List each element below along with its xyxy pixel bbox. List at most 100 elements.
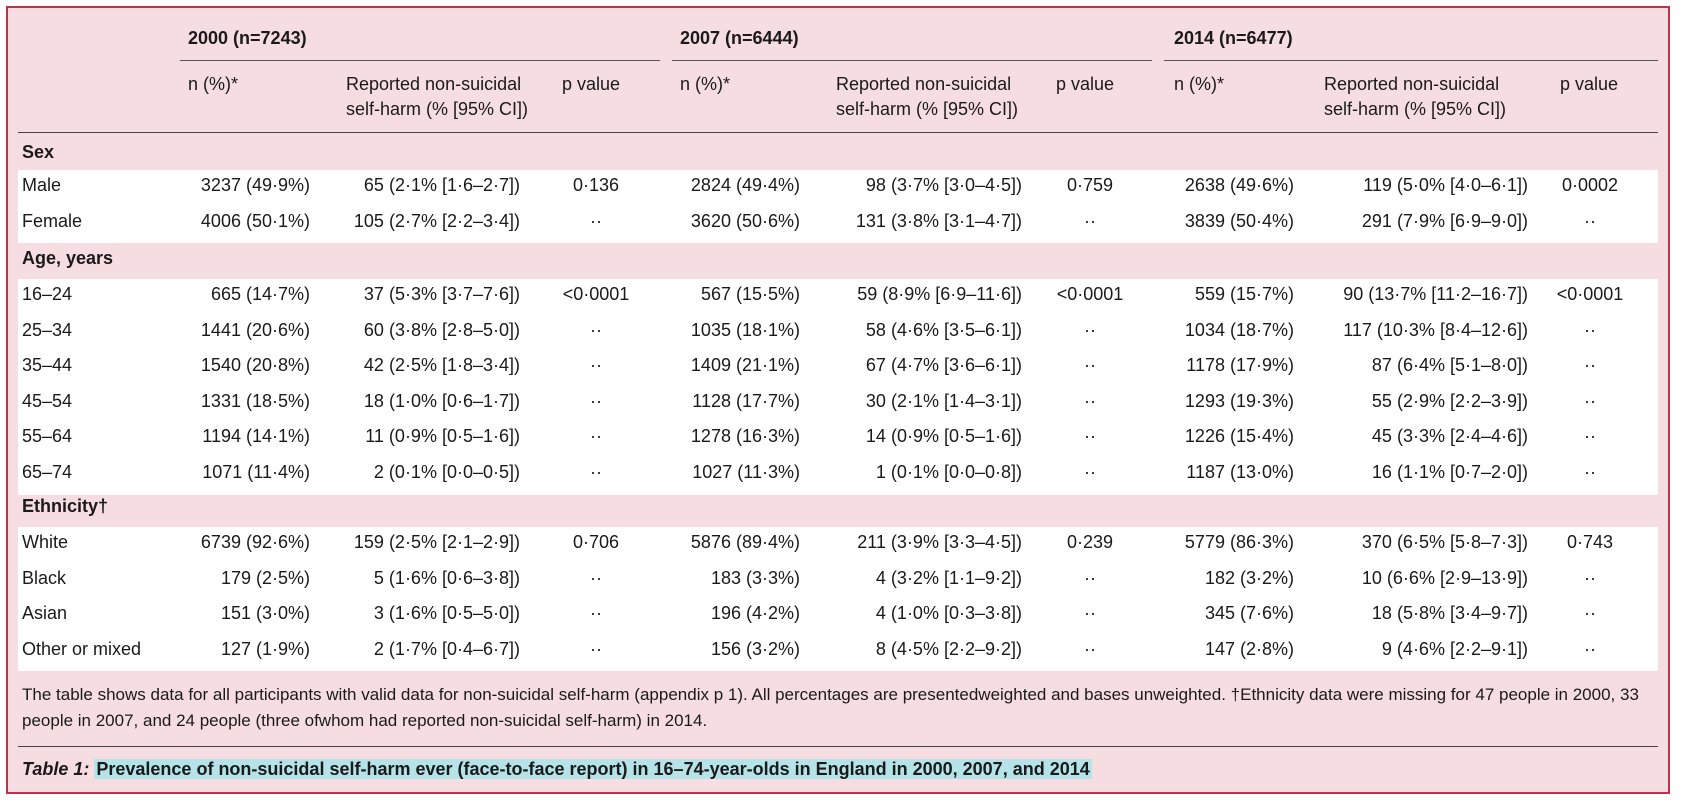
table-cell: ··: [1584, 462, 1596, 482]
group-header-2000: 2000 (n=7243): [188, 28, 307, 48]
table-cell: 211 (3·9% [3·3–4·5]): [857, 532, 1022, 552]
table-cell: 0·136: [572, 175, 620, 195]
table-cell: 90 (13·7% [11·2–16·7]): [1343, 284, 1528, 304]
table-cell: ··: [590, 603, 602, 624]
table-cell: 67 (4·7% [3·6–6·1]): [865, 355, 1022, 376]
section-band: [18, 170, 1658, 244]
table-cell: 3237 (49·9%): [200, 175, 310, 195]
group-header-2014: 2014 (n=6477): [1174, 28, 1293, 48]
table-cell: 1 (0·1% [0·0–0·8]): [875, 462, 1022, 482]
table-cell: 567 (15·5%): [700, 284, 800, 304]
row-label: Other or mixed: [22, 638, 142, 659]
section-title: Age, years: [22, 248, 114, 268]
table-footnote: The table shows data for all participant…: [22, 685, 1639, 730]
table-cell: ··: [1084, 638, 1096, 659]
table-cell: 1441 (20·6%): [200, 319, 310, 340]
table-cell: 58 (4·6% [3·5–6·1]): [865, 319, 1022, 340]
table-cell: ··: [590, 319, 602, 340]
row-label: Asian: [22, 603, 68, 624]
table-cell: 2 (0·1% [0·0–0·5]): [373, 462, 520, 482]
table-cell: 5779 (86·3%): [1184, 532, 1294, 552]
table-cell: <0·0001: [1556, 284, 1624, 304]
table-cell: 665 (14·7%): [210, 284, 310, 304]
subheader-n-2014: n (%)*: [1174, 74, 1225, 94]
table-cell: ··: [1584, 355, 1596, 376]
table-cell: 117 (10·3% [8·4–12·6]): [1343, 319, 1528, 340]
table-cell: 1540 (20·8%): [200, 355, 310, 376]
table-cell: 18 (5·8% [3·4–9·7]): [1371, 603, 1528, 624]
table-cell: ··: [1584, 210, 1596, 231]
table-cell: 182 (3·2%): [1204, 567, 1294, 588]
table-cell: 183 (3·3%): [710, 567, 800, 588]
table-cell: 1187 (13·0%): [1186, 462, 1294, 482]
table-cell: 1128 (17·7%): [692, 390, 800, 411]
subheader-nssh-2014: Reported non-suicidal self-harm (% [95% C…: [1324, 74, 1507, 119]
table-cell: 3839 (50·4%): [1184, 210, 1294, 231]
table-cell: 0·706: [572, 532, 620, 552]
table-cell: 5 (1·6% [0·6–3·8]): [373, 567, 520, 588]
table-cell: 156 (3·2%): [710, 638, 800, 659]
table-cell: ··: [1584, 603, 1596, 624]
table-cell: ··: [1084, 210, 1096, 231]
table-cell: 119 (5·0% [4·0–6·1]): [1363, 175, 1528, 195]
table-cell: 1035 (18·1%): [690, 319, 800, 340]
table-cell: ··: [1084, 390, 1096, 411]
table-cell: 55 (2·9% [2·2–3·9]): [1371, 390, 1528, 411]
table-cell: ··: [590, 462, 602, 482]
table-cell: ··: [1084, 319, 1096, 340]
table-cell: 30 (2·1% [1·4–3·1]): [865, 390, 1022, 411]
section-band: [18, 279, 1658, 495]
group-header-2007: 2007 (n=6444): [680, 28, 799, 48]
table-cell: 147 (2·8%): [1204, 638, 1294, 659]
table-cell: 5876 (89·4%): [690, 532, 800, 552]
table-cell: ··: [1084, 462, 1096, 482]
section-band: [18, 527, 1658, 672]
table-cell: 151 (3·0%): [220, 603, 310, 624]
table-cell: 2 (1·7% [0·4–6·7]): [373, 638, 520, 659]
table-cell: 1071 (11·4%): [202, 462, 310, 482]
table-cell: ··: [1584, 638, 1596, 659]
group-rule-2014: [1164, 60, 1658, 61]
table-cell: 4 (1·0% [0·3–3·8]): [875, 603, 1022, 624]
row-label: Female: [22, 210, 83, 231]
section-title: Ethnicity†: [22, 496, 109, 516]
table-cell: 1226 (15·4%): [1184, 426, 1294, 447]
table-cell: 2824 (49·4%): [690, 175, 800, 195]
subheader-p-2000: p value: [562, 74, 621, 94]
table-cell: 1027 (11·3%): [692, 462, 800, 482]
subheader-p-2014: p value: [1560, 74, 1619, 94]
table-cell: 370 (6·5% [5·8–7·3]): [1361, 532, 1528, 552]
table-cell: 1194 (14·1%): [202, 426, 310, 447]
row-label: 25–34: [22, 319, 73, 340]
caption-rule: [18, 746, 1658, 747]
caption-text: Prevalence of non-suicidal self-harm eve…: [94, 759, 1092, 779]
table-cell: 42 (2·5% [1·8–3·4]): [363, 355, 520, 376]
subheader-nssh-2007: Reported non-suicidal self-harm (% [95% C…: [836, 74, 1019, 119]
table-cell: 1278 (16·3%): [690, 426, 800, 447]
table-cell: 87 (6·4% [5·1–8·0]): [1371, 355, 1528, 376]
table-cell: 45 (3·3% [2·4–4·6]): [1371, 426, 1528, 447]
table-cell: 59 (8·9% [6·9–11·6]): [857, 284, 1022, 304]
table-cell: 98 (3·7% [3·0–4·5]): [865, 175, 1022, 195]
table-cell: ··: [1584, 390, 1596, 411]
row-label: 65–74: [22, 462, 73, 482]
table-cell: 196 (4·2%): [710, 603, 800, 624]
group-rule-2000: [180, 60, 660, 61]
row-label: White: [22, 532, 69, 552]
section-title: Sex: [22, 142, 55, 162]
table-cell: 1409 (21·1%): [690, 355, 800, 376]
table-cell: ··: [590, 355, 602, 376]
table-cell: 1034 (18·7%): [1184, 319, 1294, 340]
row-label: 16–24: [22, 284, 73, 304]
row-label: 45–54: [22, 390, 73, 411]
subheader-n-2000: n (%)*: [188, 74, 239, 94]
table-cell: ··: [1584, 567, 1596, 588]
table-cell: ··: [590, 638, 602, 659]
table-cell: 11 (0·9% [0·5–1·6]): [365, 426, 520, 447]
subheader-nssh-2000: Reported non-suicidal self-harm (% [95% C…: [346, 74, 529, 119]
table-cell: ··: [590, 567, 602, 588]
table-cell: 1178 (17·9%): [1186, 355, 1294, 376]
table-cell: 559 (15·7%): [1194, 284, 1294, 304]
table-cell: 0·743: [1566, 532, 1614, 552]
table-caption: Table 1: Prevalence of non-suicidal self…: [22, 756, 1092, 782]
